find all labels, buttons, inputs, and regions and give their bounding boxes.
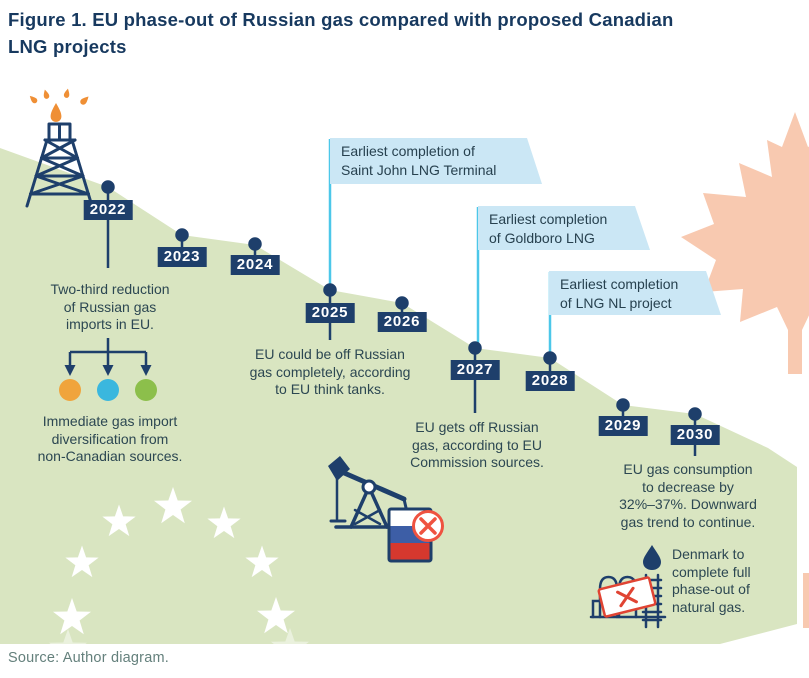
note-two-third-reduction: Two-third reduction of Russian gas impor… [20,281,200,334]
note-diversification: Immediate gas import diversification fro… [5,413,215,466]
callout-line: Earliest completion [489,211,608,227]
note-denmark: Denmark to complete full phase-out of na… [672,546,792,616]
note-line: gas completely, according [249,363,411,380]
no-gas-stamp-icon [597,576,657,618]
note-line: Two-third reduction [50,281,170,297]
green-source-dot [135,379,157,401]
callout-line: Earliest completion [560,276,679,292]
note-line: natural gas. [672,598,746,615]
note-line: Commission sources. [410,454,544,470]
callout-line: Earliest completion of [341,143,475,159]
note-line: complete full [672,563,751,580]
note-line: EU could be off Russian [255,346,405,362]
figure-title-line2: LNG projects [8,36,127,57]
note-line: 32%–37%. Downward [619,496,757,512]
note-line: phase-out of [672,581,750,597]
callout-saint-john: Earliest completion of Saint John LNG Te… [330,138,542,184]
note-line: gas trend to continue. [620,513,756,530]
diversification-arrows-icon [68,338,148,366]
note-line: EU gets off Russian [415,419,539,435]
year-label-2028: 2028 [525,371,575,391]
maple-leaf-icon [681,112,809,628]
year-label-2026: 2026 [377,312,427,332]
year-label-2022: 2022 [83,200,133,220]
note-line: Immediate gas import [42,413,178,429]
blue-source-dot [97,379,119,401]
year-label-2027: 2027 [450,360,500,380]
note-line: to EU think tanks. [275,381,385,397]
note-line: imports in EU. [66,316,154,332]
cancel-icon [412,510,444,542]
callout-line: of LNG NL project [560,295,672,311]
note-think-tanks: EU could be off Russian gas completely, … [220,346,440,399]
note-gas-consumption: EU gas consumption to decrease by 32%–37… [581,461,796,531]
drilling-rig-icon [25,122,94,208]
callout-lng-nl: Earliest completion of LNG NL project [549,271,721,315]
callout-line: of Goldboro LNG [489,230,595,246]
note-line: diversification from [51,430,169,447]
year-label-2025: 2025 [305,303,355,323]
declining-slope-shape [0,148,797,644]
note-line: gas, according to EU [412,436,542,453]
note-line: to decrease by [642,478,734,495]
figure-title: Figure 1. EU phase-out of Russian gas co… [8,6,798,60]
note-eu-commission: EU gets off Russian gas, according to EU… [377,419,577,472]
note-line: non-Canadian sources. [37,448,183,464]
gas-flare-sparks-icon [27,88,91,122]
orange-source-dot [59,379,81,401]
diversification-arrowheads [64,365,152,376]
year-label-2030: 2030 [670,425,720,445]
year-label-2023: 2023 [157,247,207,267]
note-line: of Russian gas [63,298,157,315]
year-label-2029: 2029 [598,416,648,436]
callout-line: Saint John LNG Terminal [341,162,497,178]
figure-title-line1: Figure 1. EU phase-out of Russian gas co… [8,9,674,30]
year-label-2024: 2024 [230,255,280,275]
note-line: EU gas consumption [623,461,753,477]
source-note: Source: Author diagram. [8,650,169,666]
callout-goldboro: Earliest completion of Goldboro LNG [478,206,650,250]
note-line: Denmark to [672,546,745,562]
